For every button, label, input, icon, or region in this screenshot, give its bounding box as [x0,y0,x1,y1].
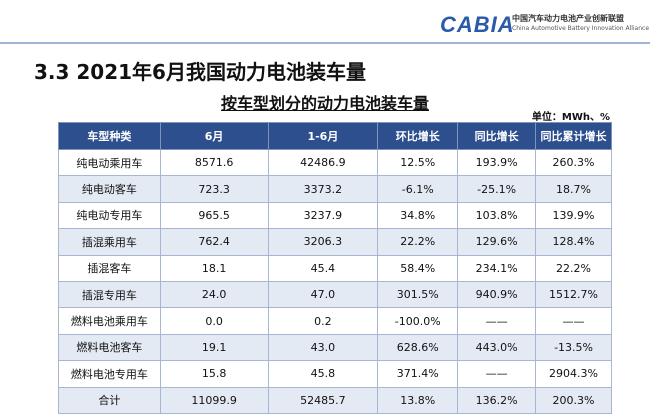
table-cell: 234.1% [457,254,537,282]
table-cell: 136.2% [457,386,537,414]
table-row: 插混客车 18.1 45.4 58.4% 234.1% 22.2% [58,254,612,282]
table-cell: 260.3% [535,148,612,177]
table-cell: 301.5% [377,280,459,309]
table-cell: 12.5% [377,148,459,177]
table-cell: 15.8 [159,360,269,388]
row-label: 合计 [58,386,161,414]
title: 3.3 2021年6月我国动力电池装车量 [34,60,366,84]
table-row: 纯电动客车 723.3 3373.2 -6.1% -25.1% 18.7% [58,175,612,203]
column-header: 车型种类 [58,122,161,150]
table-cell: 34.8% [377,201,459,230]
table-cell: —— [457,307,537,335]
column-header: 6月 [159,122,269,150]
row-label: 纯电动乘用车 [58,148,161,177]
table-cell: —— [457,360,537,388]
row-label: 燃料电池乘用车 [58,307,161,335]
header-row: 车型种类 6月 1-6月 环比增长 同比增长 同比累计增长 [58,122,612,150]
table-cell: 8571.6 [159,148,269,177]
column-header: 环比增长 [377,122,459,150]
table-cell: 47.0 [267,280,379,309]
table-cell: —— [535,307,612,335]
table-cell: 3373.2 [267,175,379,203]
table-cell: 1512.7% [535,280,612,309]
table-cell: 129.6% [457,228,537,256]
table-cell: 139.9% [535,201,612,230]
table-row: 燃料电池专用车 15.8 45.8 371.4% —— 2904.3% [58,360,612,388]
table-cell: -25.1% [457,175,537,203]
table-cell: 22.2% [535,254,612,282]
table-cell: 443.0% [457,333,537,362]
table-cell: 965.5 [159,201,269,230]
divider [0,42,650,44]
column-header: 同比增长 [457,122,537,150]
table-cell: 18.7% [535,175,612,203]
column-header: 同比累计增长 [535,122,612,150]
table-cell: 193.9% [457,148,537,177]
table-cell: 0.2 [267,307,379,335]
table-cell: 628.6% [377,333,459,362]
table-row: 插混乘用车 762.4 3206.3 22.2% 129.6% 128.4% [58,228,612,256]
table-cell: 3206.3 [267,228,379,256]
column-header: 1-6月 [267,122,379,150]
table-cell: 18.1 [159,254,269,282]
table-cell: 24.0 [159,280,269,309]
table-row: 燃料电池客车 19.1 43.0 628.6% 443.0% -13.5% [58,333,612,362]
row-label: 插混乘用车 [58,228,161,256]
table-row: 合计 11099.9 52485.7 13.8% 136.2% 200.3% [58,386,612,414]
table-cell: 19.1 [159,333,269,362]
row-label: 燃料电池客车 [58,333,161,362]
row-label: 纯电动客车 [58,175,161,203]
table-row: 燃料电池乘用车 0.0 0.2 -100.0% —— —— [58,307,612,335]
table-cell: 11099.9 [159,386,269,414]
table-cell: 103.8% [457,201,537,230]
table-cell: 0.0 [159,307,269,335]
table-cell: 43.0 [267,333,379,362]
table-cell: 45.8 [267,360,379,388]
logo: CABIA [440,12,515,37]
data-table: 车型种类 6月 1-6月 环比增长 同比增长 同比累计增长 纯电动乘用车 8571.6 424… [58,122,612,414]
table-row: 纯电动乘用车 8571.6 42486.9 12.5% 193.9% 260.3% [58,148,612,177]
table-cell: 58.4% [377,254,459,282]
table-row: 纯电动专用车 965.5 3237.9 34.8% 103.8% 139.9% [58,201,612,230]
table-cell: 128.4% [535,228,612,256]
table-cell: 200.3% [535,386,612,414]
subtitle: 按车型划分的动力电池装车量 [220,94,429,113]
table-cell: 762.4 [159,228,269,256]
table-cell: 371.4% [377,360,459,388]
row-label: 纯电动专用车 [58,201,161,230]
table-cell: 3237.9 [267,201,379,230]
table-cell: 940.9% [457,280,537,309]
table-cell: 2904.3% [535,360,612,388]
org-name-en: China Automotive Battery Innovation Alli… [512,25,650,32]
table-cell: -6.1% [377,175,459,203]
table-cell: 723.3 [159,175,269,203]
table-cell: -100.0% [377,307,459,335]
row-label: 插混客车 [58,254,161,282]
table-cell: -13.5% [535,333,612,362]
row-label: 插混专用车 [58,280,161,309]
table-cell: 42486.9 [267,148,379,177]
unit: 单位：MWh、% [531,112,610,123]
table-cell: 22.2% [377,228,459,256]
row-label: 燃料电池专用车 [58,360,161,388]
org-name: 中国汽车动力电池产业创新联盟 [512,14,624,23]
table-cell: 52485.7 [267,386,379,414]
table-row: 插混专用车 24.0 47.0 301.5% 940.9% 1512.7% [58,280,612,309]
table-cell: 45.4 [267,254,379,282]
table-cell: 13.8% [377,386,459,414]
